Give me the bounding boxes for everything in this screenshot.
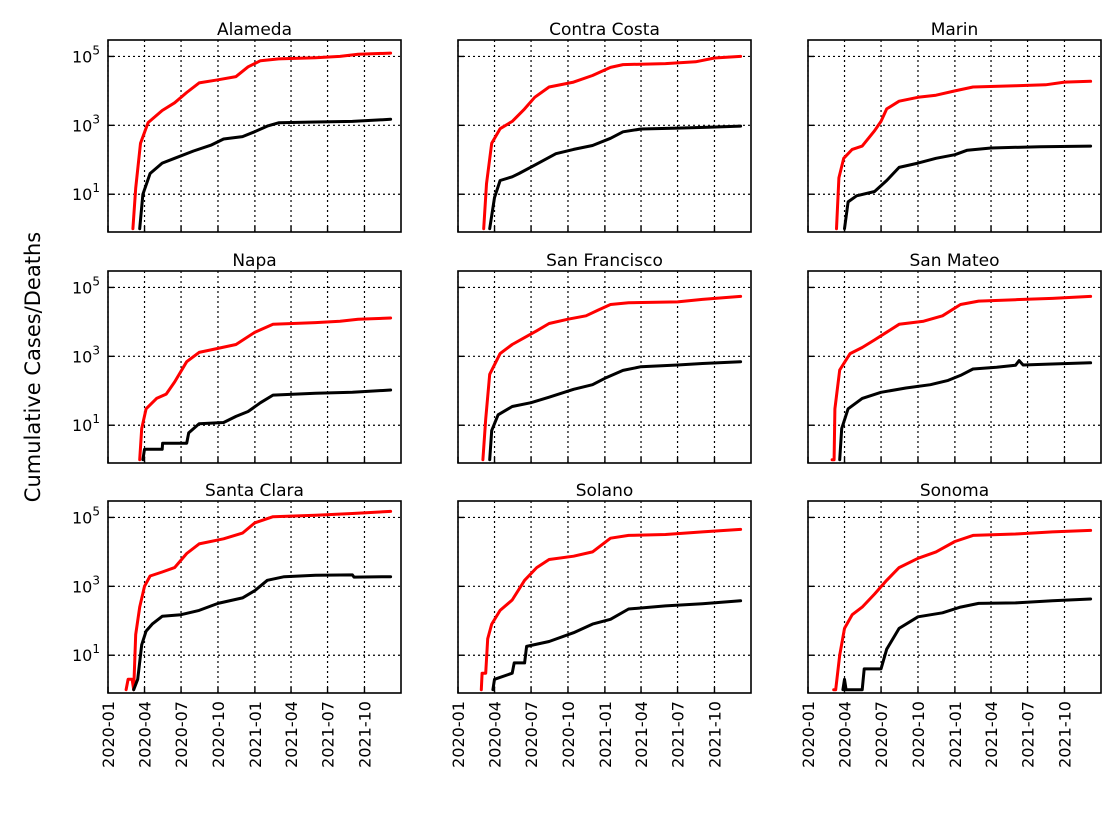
panel-alameda: Alameda 101 103 105 [72,20,402,233]
x-tick-label: 2020-01 [799,701,818,768]
x-tick-label: 2020-07 [872,701,891,768]
x-tick-label: 2020-07 [522,701,541,768]
y-tick-label: 101 [72,642,100,665]
panel-title: Sonoma [920,481,989,501]
series-group [835,79,1093,231]
deaths-line [843,144,1093,231]
x-tick-label: 2020-10 [909,701,928,768]
x-tick-label: 2020-04 [836,701,855,768]
panel-title: Marin [931,20,979,40]
x-tick-label: 2020-04 [486,701,505,768]
panel-title: Alameda [217,20,292,40]
panel-title: San Mateo [910,251,1000,271]
panel-title: Napa [232,251,276,271]
series-group [124,509,393,692]
y-tick-label: 105 [72,504,100,527]
x-tick-label: 2021-04 [282,701,301,768]
deaths-line [488,360,743,462]
x-tick-label: 2020-07 [172,701,191,768]
x-tick-label: 2021-07 [669,701,688,768]
x-tick-label: 2020-10 [209,701,228,768]
panel-san-mateo: San Mateo [807,251,1102,464]
deaths-line [488,124,743,231]
cases-line [131,51,393,231]
series-group [481,294,743,462]
panel-title: Santa Clara [205,481,304,501]
y-tick-label: 105 [72,43,100,66]
deaths-line [841,597,1093,692]
cases-line [482,54,743,231]
panel-title: Contra Costa [549,20,660,40]
panel-sonoma: Sonoma 2020-01 2020-04 2020-07 2020-10 2021-0… [799,481,1102,768]
x-tick-label: 2020-01 [99,701,118,768]
panel-solano: Solano 2020-01 2020-04 2020-07 2020-10 2021-0… [449,481,752,768]
cases-line [479,527,743,692]
y-tick-label: 101 [72,181,100,204]
x-tick-label: 2021-01 [246,701,265,768]
x-tick-label: 2021-04 [632,701,651,768]
y-tick-label: 101 [72,412,100,435]
deaths-line [838,359,1093,462]
x-tick-label: 2021-10 [1055,701,1074,768]
y-tick-label: 105 [72,274,100,297]
series-group [830,294,1093,462]
deaths-line [141,388,393,462]
series-group [138,316,393,462]
panel-title: San Francisco [546,251,663,271]
panel-napa: Napa 101 103 105 [72,251,402,464]
deaths-line [138,117,393,231]
x-tick-label: 2021-10 [705,701,724,768]
x-tick-label: 2021-04 [982,701,1001,768]
panel-contra-costa: Contra Costa [457,20,752,233]
panel-san-francisco: San Francisco [457,251,752,464]
cases-line [138,316,393,462]
x-tick-label: 2021-01 [596,701,615,768]
x-tick-label: 2020-10 [559,701,578,768]
y-axis-label: Cumulative Cases/Deaths [21,232,45,502]
series-group [131,51,393,231]
deaths-line [491,599,743,692]
panel-marin: Marin [807,20,1102,233]
panel-title: Solano [576,481,634,501]
x-tick-label: 2020-04 [136,701,155,768]
cases-line [830,294,1093,462]
x-tick-label: 2020-01 [449,701,468,768]
cases-line [835,79,1093,231]
series-group [482,54,743,231]
series-group [479,527,743,692]
series-group [832,528,1093,692]
cases-line [124,509,393,692]
y-tick-label: 103 [72,573,100,596]
y-tick-label: 103 [72,343,100,366]
x-tick-label: 2021-07 [319,701,338,768]
x-tick-label: 2021-10 [355,701,374,768]
cases-line [481,294,743,462]
y-tick-label: 103 [72,112,100,135]
x-tick-label: 2021-07 [1019,701,1038,768]
x-tick-label: 2021-01 [946,701,965,768]
cases-line [832,528,1093,692]
panel-santa-clara: Santa Clara 101 103 105 2020-01 2020-04 2020-0… [72,481,402,768]
deaths-line [132,573,393,692]
